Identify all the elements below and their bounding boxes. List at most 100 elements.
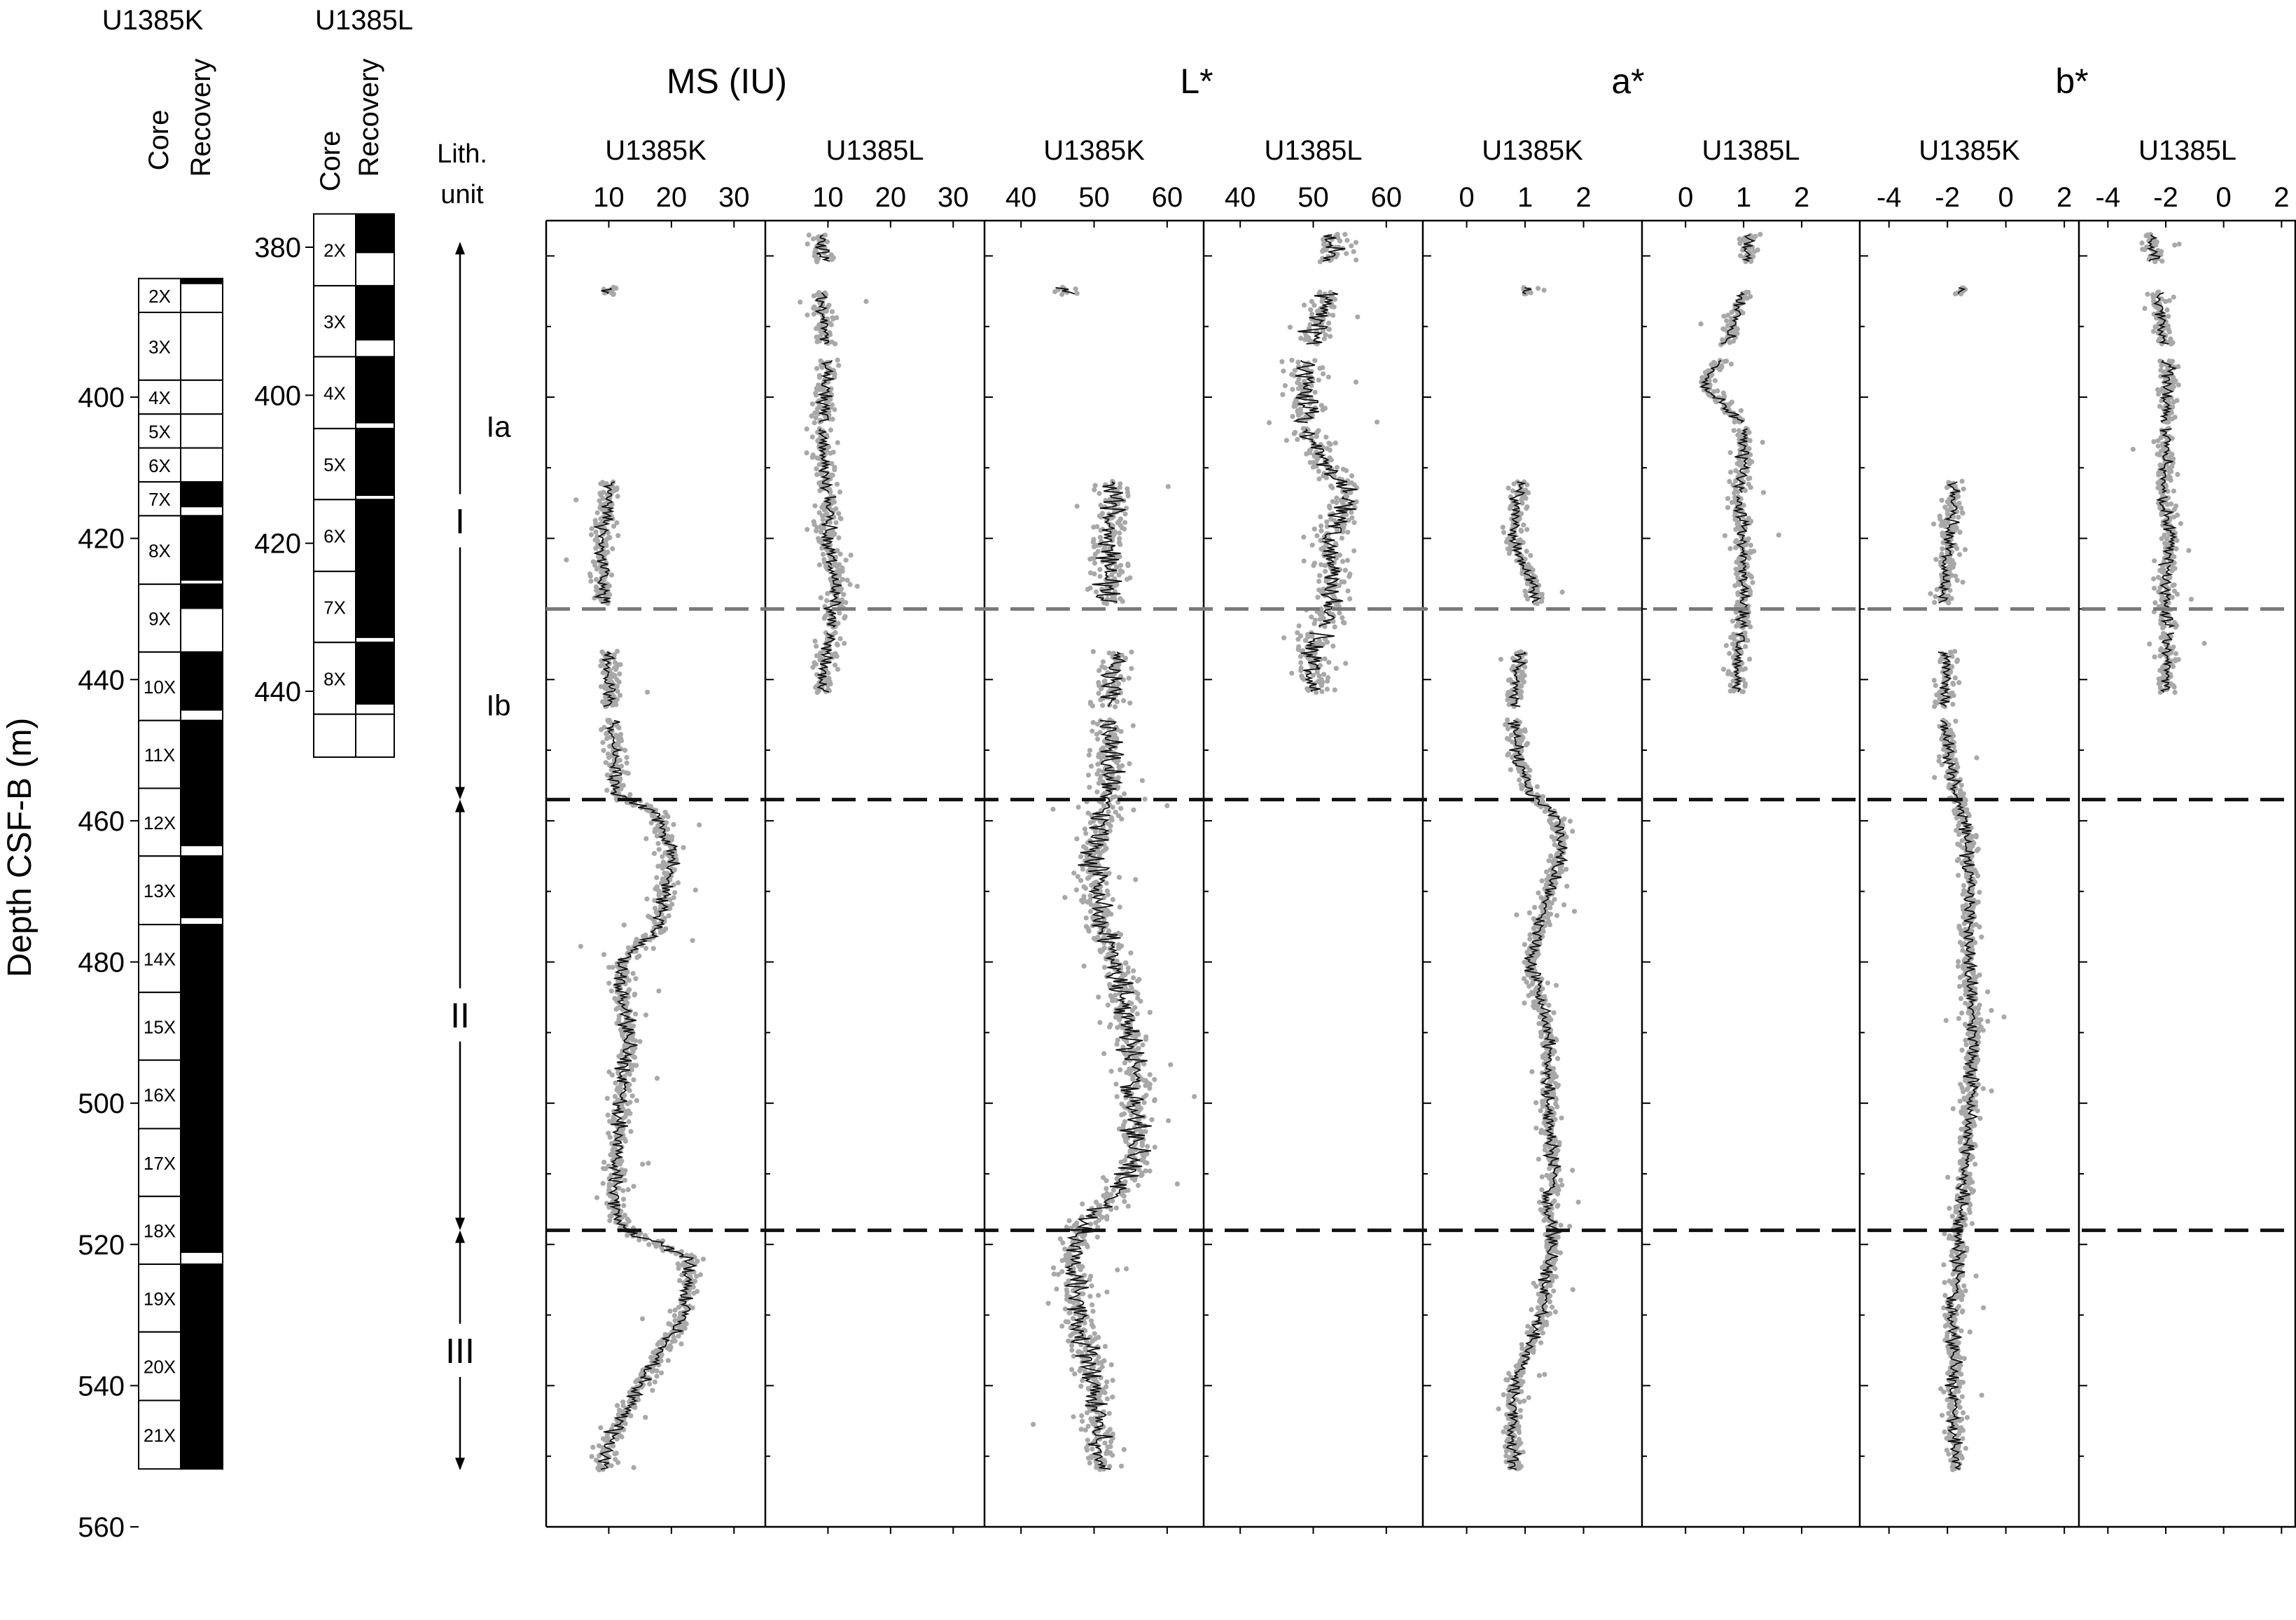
data-point bbox=[1104, 1379, 1110, 1385]
data-point bbox=[630, 971, 636, 976]
data-point bbox=[600, 740, 606, 745]
data-point bbox=[594, 1195, 600, 1200]
data-point bbox=[1547, 1165, 1552, 1171]
data-point bbox=[628, 1413, 634, 1418]
data-point bbox=[1316, 476, 1322, 482]
data-point bbox=[814, 326, 819, 331]
data-point bbox=[1130, 723, 1136, 728]
smoothed-series-line bbox=[814, 292, 830, 345]
data-point bbox=[1107, 1464, 1113, 1469]
data-point bbox=[1129, 1008, 1135, 1013]
data-point bbox=[604, 1095, 610, 1101]
data-point bbox=[1121, 1447, 1127, 1453]
data-point bbox=[1555, 1055, 1561, 1061]
data-point bbox=[578, 943, 583, 949]
smoothed-series-line bbox=[820, 496, 838, 566]
data-point bbox=[648, 820, 654, 826]
data-point bbox=[1539, 878, 1545, 884]
panel-hole-label: U1385L bbox=[1264, 135, 1362, 166]
data-point bbox=[1118, 541, 1123, 548]
data-point bbox=[1548, 853, 1554, 859]
core-label: 6X bbox=[148, 455, 171, 476]
data-point bbox=[1522, 1398, 1527, 1404]
data-point bbox=[1128, 950, 1134, 956]
data-point bbox=[1326, 320, 1332, 326]
data-point bbox=[658, 930, 663, 936]
data-point bbox=[652, 1379, 658, 1385]
data-point bbox=[805, 312, 810, 318]
data-point bbox=[1327, 448, 1333, 453]
data-point bbox=[614, 1436, 620, 1442]
data-point bbox=[1110, 1394, 1115, 1400]
data-point bbox=[667, 1308, 673, 1314]
data-point bbox=[628, 1128, 634, 1135]
data-point bbox=[672, 1307, 678, 1313]
recovered-interval bbox=[181, 278, 223, 284]
data-point bbox=[635, 1397, 641, 1403]
depth-tick-label: 480 bbox=[78, 948, 125, 978]
data-point bbox=[1104, 1289, 1110, 1295]
data-point bbox=[1114, 699, 1120, 705]
data-point bbox=[655, 840, 661, 846]
data-point bbox=[1536, 286, 1541, 291]
depth-tick-label: 460 bbox=[78, 806, 125, 837]
data-point bbox=[1122, 656, 1128, 661]
data-point bbox=[606, 754, 612, 761]
data-point bbox=[610, 546, 615, 552]
data-point bbox=[611, 1444, 616, 1449]
data-point bbox=[606, 1130, 611, 1136]
smoothed-series-line bbox=[601, 651, 617, 707]
data-point bbox=[1526, 992, 1531, 998]
data-point bbox=[1107, 1024, 1113, 1030]
data-point bbox=[1118, 932, 1124, 937]
data-point bbox=[626, 1119, 632, 1125]
data-point bbox=[830, 416, 835, 422]
data-point bbox=[653, 1243, 659, 1249]
data-point bbox=[610, 702, 615, 708]
data-point bbox=[616, 1053, 622, 1059]
data-point bbox=[828, 556, 834, 562]
data-point bbox=[660, 815, 666, 820]
recovered-interval bbox=[356, 285, 394, 341]
data-point bbox=[1553, 983, 1559, 988]
data-point bbox=[1104, 1396, 1110, 1401]
data-point bbox=[1542, 809, 1547, 815]
data-point bbox=[1301, 558, 1307, 564]
data-point bbox=[830, 472, 835, 478]
data-point bbox=[1106, 809, 1111, 815]
recovery-header-label: Recovery bbox=[186, 59, 216, 177]
data-point bbox=[634, 1098, 639, 1103]
data-point bbox=[1315, 595, 1321, 600]
data-point bbox=[1142, 796, 1148, 802]
data-point bbox=[1113, 1081, 1119, 1087]
data-point bbox=[690, 1305, 695, 1310]
data-point bbox=[1087, 908, 1093, 914]
data-point bbox=[1095, 761, 1101, 767]
data-point bbox=[1097, 1020, 1103, 1025]
data-point bbox=[806, 233, 812, 238]
data-point bbox=[1107, 828, 1113, 833]
data-point bbox=[616, 1429, 622, 1434]
data-point bbox=[1097, 534, 1103, 540]
data-point bbox=[633, 976, 639, 981]
data-point bbox=[1531, 1350, 1536, 1355]
data-point bbox=[1055, 1272, 1061, 1278]
x-tick-label: 50 bbox=[1078, 182, 1110, 213]
core-label: 3X bbox=[323, 312, 346, 333]
data-point bbox=[1524, 548, 1529, 554]
data-point bbox=[1074, 836, 1080, 842]
data-point bbox=[631, 1077, 636, 1083]
data-point bbox=[1342, 232, 1348, 237]
data-point bbox=[1549, 900, 1554, 906]
data-point bbox=[643, 1415, 648, 1420]
data-point bbox=[1309, 614, 1314, 620]
depth-tick-label: 420 bbox=[78, 524, 125, 555]
data-point bbox=[1567, 1224, 1573, 1229]
recovered-interval bbox=[356, 642, 394, 705]
data-point bbox=[1101, 679, 1107, 685]
data-point bbox=[1307, 459, 1313, 465]
hole-header-U1385K: U1385K bbox=[102, 5, 204, 36]
data-point bbox=[1110, 1453, 1115, 1458]
recovered-interval bbox=[181, 720, 223, 789]
